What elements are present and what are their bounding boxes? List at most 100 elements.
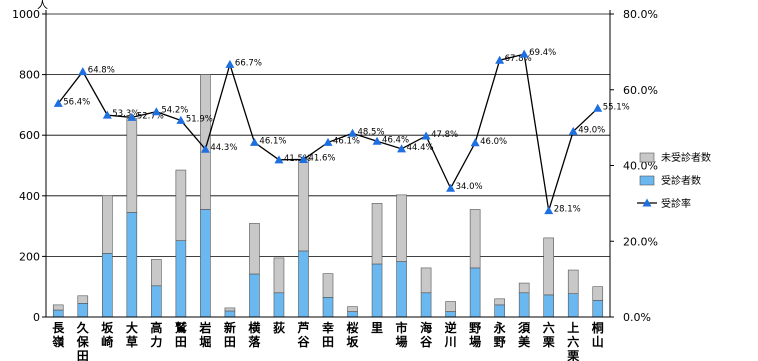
rate-data-label: 53.3% <box>112 109 139 119</box>
category-label: 野場 <box>469 321 481 349</box>
category-label-char: 岩 <box>198 320 211 335</box>
y-tick-label: 800 <box>19 69 40 82</box>
category-label-char: 田 <box>77 349 89 361</box>
y-axis-unit: 人 <box>37 0 48 11</box>
bar-not-examined <box>200 74 211 210</box>
category-label-char: 桐 <box>592 320 604 335</box>
legend-swatch-examined <box>639 175 655 186</box>
legend-swatch-not-examined <box>639 152 655 163</box>
category-label-char: 堀 <box>199 334 211 349</box>
category-label: 上六栗 <box>567 320 579 361</box>
rate-data-label: 64.8% <box>88 66 115 76</box>
bar-examined <box>273 292 285 318</box>
rate-data-label: 46.0% <box>480 137 507 147</box>
rate-data-label: 66.7% <box>235 58 262 68</box>
bar-not-examined <box>151 259 162 287</box>
category-label-char: 栗 <box>543 335 555 349</box>
category-label-char: 嶺 <box>51 334 65 349</box>
category-label: 長嶺 <box>51 320 65 349</box>
rate-point <box>151 107 161 116</box>
category-label-char: 横 <box>248 320 261 335</box>
bar-examined <box>347 311 358 318</box>
bar-not-examined <box>298 159 309 252</box>
category-label-char: 長 <box>52 320 65 335</box>
bar-not-examined <box>175 169 187 241</box>
category-label-char: 谷 <box>420 334 433 349</box>
gridlines <box>46 13 610 257</box>
bar-not-examined <box>396 194 407 262</box>
rate-point <box>102 110 112 119</box>
category-label-char: 田 <box>322 335 334 349</box>
bar-examined <box>420 292 432 318</box>
category-label-char: 崎 <box>101 334 113 349</box>
rate-data-label: 28.1% <box>554 205 581 215</box>
category-label-char: 野 <box>494 335 506 349</box>
y2-tick-label: 60.0% <box>623 84 658 97</box>
rate-point <box>593 103 603 112</box>
y-axis-ticks: 0 200 400 600 800 1000 <box>12 8 40 324</box>
y-tick-label: 600 <box>19 129 40 142</box>
category-label-char: 永 <box>493 320 506 335</box>
bar-examined <box>200 209 211 318</box>
rate-point <box>298 154 308 163</box>
y2-axis-ticks: 0.0% 20.0% 40.0% 60.0% 80.0% <box>623 8 658 324</box>
rate-data-label: 54.2% <box>161 106 188 116</box>
bar-examined <box>52 309 64 318</box>
y2-tick-label: 80.0% <box>623 8 658 21</box>
legend-label-examined: 受診者数 <box>661 174 701 187</box>
rate-data-label: 44.3% <box>210 143 237 153</box>
bar-not-examined <box>445 301 456 312</box>
category-label-char: 須 <box>517 321 531 335</box>
rate-data-label: 48.5% <box>358 127 385 137</box>
rate-point <box>323 137 333 146</box>
category-label-char: 栗 <box>567 349 579 361</box>
category-label-char: 田 <box>224 335 236 349</box>
rate-line: 56.4% 64.8% 53.3%52.7%54.2%51.9% 44.3% 66.7%… <box>53 48 630 215</box>
category-label: 大草 <box>126 320 138 349</box>
category-label-char: 坂 <box>347 334 360 349</box>
bar-not-examined <box>371 203 383 265</box>
rate-point <box>225 59 235 68</box>
category-label-char: 鷲 <box>175 320 187 335</box>
rate-point <box>127 112 137 121</box>
category-label: 横落 <box>248 320 261 349</box>
bar-not-examined <box>420 267 432 294</box>
rate-point <box>372 136 382 145</box>
y2-tick-label: 40.0% <box>623 160 658 173</box>
category-label: 鷲田 <box>175 320 187 349</box>
rate-data-label: 46.1% <box>333 136 360 146</box>
category-label-char: 落 <box>248 334 261 349</box>
bar-not-examined <box>592 286 604 301</box>
y-tick-label: 200 <box>19 250 40 263</box>
category-label-char: 六 <box>543 320 555 335</box>
category-label-char: 場 <box>396 334 408 349</box>
category-label: 桜坂 <box>347 320 360 349</box>
rate-data-label: 52.7% <box>137 111 164 121</box>
y2-tick-label: 20.0% <box>623 235 658 248</box>
bar-not-examined <box>518 282 530 294</box>
rate-point <box>200 144 210 153</box>
rate-data-label: 41.6% <box>308 153 335 163</box>
rate-point <box>568 126 578 135</box>
y-tick-label: 400 <box>19 190 40 203</box>
rate-point <box>176 115 186 124</box>
category-label: 須美 <box>517 321 531 349</box>
category-label-char: 高 <box>150 320 162 335</box>
category-label-char: 坂 <box>101 320 114 335</box>
bar-examined <box>518 292 530 318</box>
bar-not-examined <box>273 257 285 294</box>
bar-not-examined <box>322 273 334 298</box>
rate-data-label: 56.4% <box>63 97 90 107</box>
bar-examined <box>175 240 187 318</box>
rate-line-path <box>57 53 599 211</box>
bar-not-examined <box>469 209 481 269</box>
bar-not-examined <box>567 269 579 294</box>
category-label-char: 田 <box>175 335 187 349</box>
category-label-char: 谷 <box>297 334 310 349</box>
category-label-char: 荻 <box>273 320 285 335</box>
rate-point <box>446 183 456 192</box>
legend-label-not-examined: 未受診者数 <box>661 151 711 164</box>
rate-data-label: 46.1% <box>259 136 286 146</box>
category-label-char: 美 <box>518 334 531 349</box>
